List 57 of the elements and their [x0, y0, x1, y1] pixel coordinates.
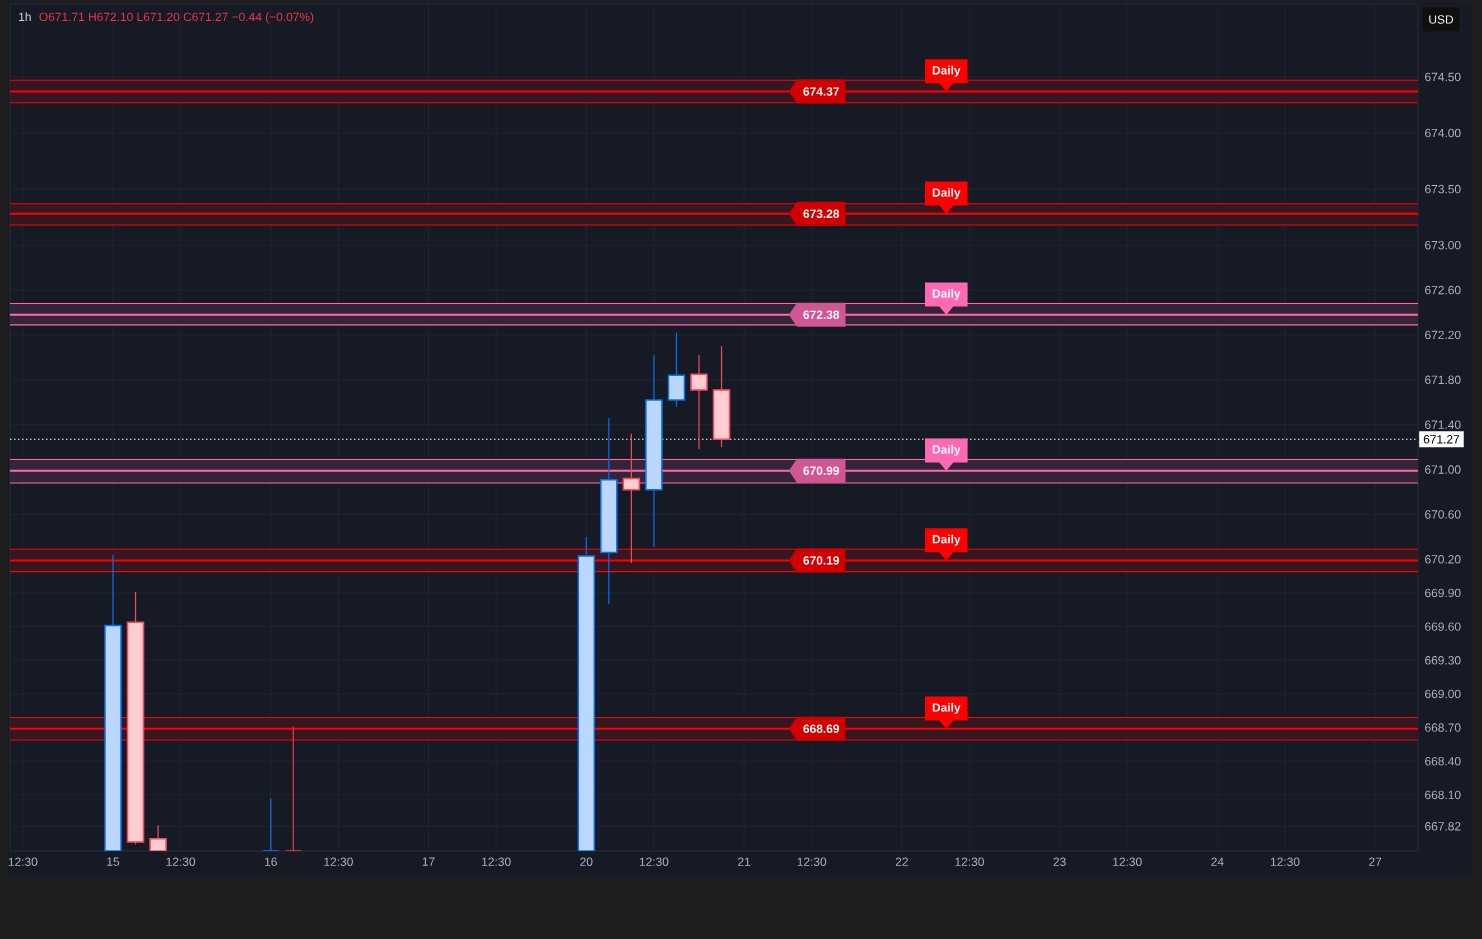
ref-line-label: 673.28 [803, 209, 840, 219]
y-tick-label: 667.82 [1425, 822, 1461, 831]
ref-line-label: 670.19 [803, 556, 840, 565]
y-tick-label: 670.20 [1425, 555, 1461, 564]
y-tick-label: 672.60 [1425, 285, 1461, 295]
y-tick-label: 674.00 [1425, 128, 1461, 138]
x-tick-label: 12:30 [639, 857, 669, 866]
y-tick-label: 672.20 [1425, 330, 1461, 340]
y-tick-label: 668.10 [1425, 790, 1461, 800]
y-tick-label: 668.70 [1425, 723, 1461, 732]
y-tick-label: 671.00 [1425, 465, 1461, 474]
y-tick-label: 669.60 [1425, 622, 1461, 631]
x-tick-label: 12:30 [8, 857, 38, 866]
annotation: Daily [932, 65, 961, 77]
ref-line-label: 672.38 [803, 310, 840, 319]
x-tick-label: 15 [107, 857, 120, 866]
annotation: Daily [932, 444, 961, 457]
y-tick-label: 673.50 [1425, 184, 1461, 194]
x-tick-label: 12:30 [1113, 857, 1142, 866]
candlestick [690, 354, 708, 450]
y-tick-label: 674.50 [1425, 72, 1461, 82]
x-tick-label: 24 [1211, 857, 1224, 866]
ref-line-label: 671.27 [1423, 435, 1460, 444]
x-tick-label: 21 [738, 857, 751, 866]
annotation: Daily [932, 702, 961, 715]
ref-line-label: 668.69 [803, 724, 840, 733]
x-tick-label: 17 [422, 857, 435, 866]
x-tick-label: 12:30 [166, 857, 196, 866]
annotation: Daily [932, 288, 961, 301]
x-tick-label: 12:30 [797, 857, 827, 866]
annotation: Daily [932, 188, 961, 200]
y-tick-label: 673.00 [1425, 240, 1461, 250]
text: O671.71 H672.10 L671.20 C671.27 −0.44 (−0.07%) [39, 12, 314, 24]
x-tick-label: 22 [895, 857, 908, 866]
y-tick-label: 670.60 [1425, 510, 1461, 519]
y-tick-label: 668.40 [1425, 757, 1461, 766]
text: USD [1429, 15, 1454, 24]
y-tick-label: 669.30 [1425, 656, 1461, 665]
x-tick-label: 12:30 [955, 857, 984, 866]
candlestick [262, 797, 280, 851]
y-tick-label: 669.90 [1425, 588, 1461, 598]
text: 1h [19, 12, 31, 21]
candlestick [284, 725, 303, 851]
x-tick-label: 12:30 [482, 857, 511, 866]
annotation: Daily [932, 534, 961, 546]
x-tick-label: 20 [580, 857, 593, 866]
y-tick-label: 671.40 [1425, 420, 1461, 429]
ref-line-label: 670.99 [803, 466, 840, 475]
x-tick-label: 12:30 [1270, 857, 1300, 866]
candlestick [622, 433, 641, 564]
x-tick-label: 16 [265, 857, 277, 866]
x-tick-label: 23 [1053, 857, 1066, 866]
x-tick-label: 12:30 [324, 857, 353, 866]
x-tick-label: 27 [1369, 857, 1382, 866]
y-tick-label: 669.00 [1425, 689, 1461, 699]
y-tick-label: 671.80 [1425, 375, 1461, 385]
ref-line-label: 674.37 [803, 87, 839, 96]
